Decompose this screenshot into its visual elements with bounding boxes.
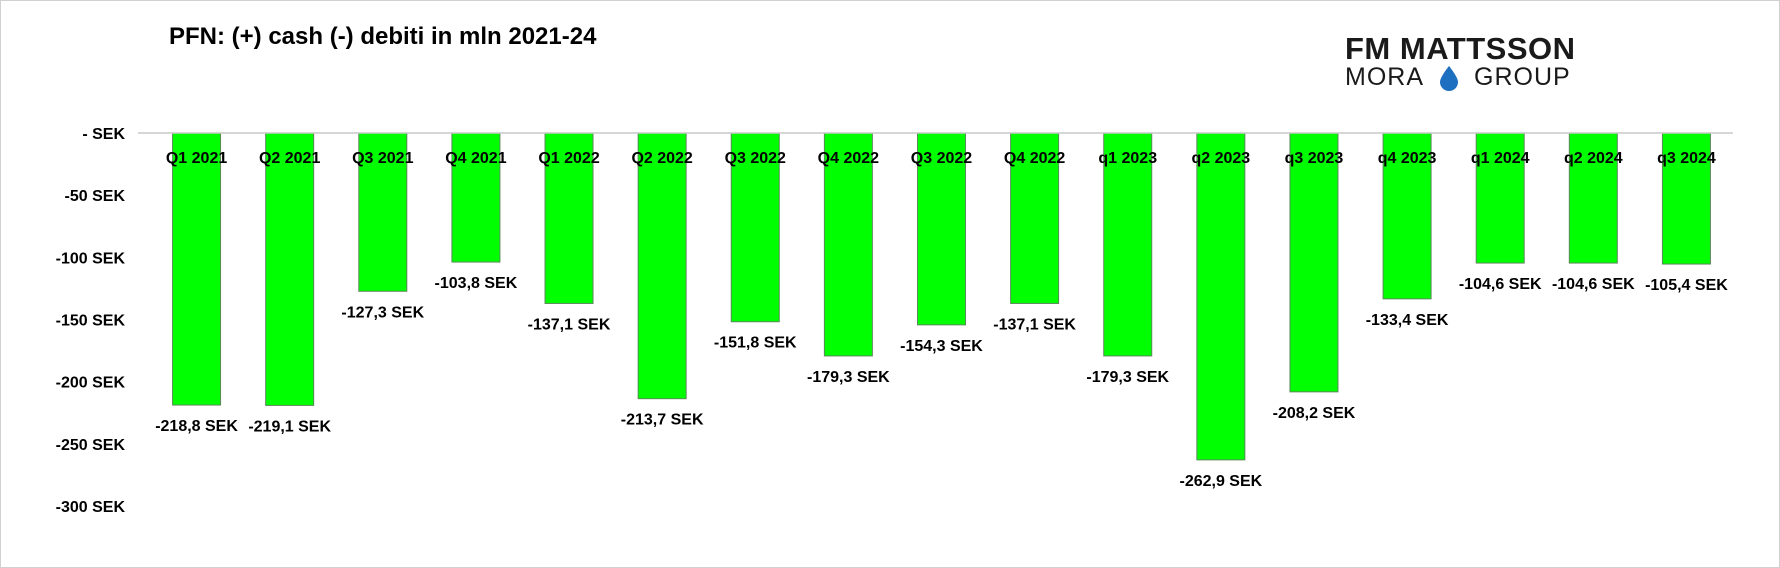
- category-label: q2 2023: [1191, 150, 1250, 167]
- category-label: q3 2024: [1657, 150, 1716, 167]
- value-labels: -218,8 SEK -219,1 SEK -127,3 SEK -103,8 SEK…: [155, 275, 1728, 490]
- category-label: Q1 2022: [538, 150, 599, 167]
- category-label: Q4 2022: [1004, 150, 1065, 167]
- data-label: -179,3 SEK: [807, 369, 890, 386]
- bar: [1475, 132, 1525, 264]
- category-label: q1 2023: [1098, 150, 1157, 167]
- bar: [1196, 132, 1246, 461]
- bar: [1382, 132, 1432, 300]
- y-tick-label: - SEK: [82, 126, 125, 143]
- y-tick-label: -250 SEK: [56, 437, 126, 454]
- logo-group-text: GROUP: [1474, 63, 1571, 91]
- y-tick-label: -100 SEK: [56, 250, 126, 267]
- category-label: Q2 2022: [631, 150, 692, 167]
- company-logo: FM MATTSSON MORA GROUP: [1341, 31, 1661, 91]
- bar: [1010, 132, 1060, 304]
- data-label: -137,1 SEK: [528, 316, 611, 333]
- category-label: Q3 2022: [725, 150, 786, 167]
- bars-group: [172, 132, 1711, 461]
- logo-subline: MORA GROUP: [1345, 63, 1571, 92]
- category-label: q4 2023: [1378, 150, 1437, 167]
- y-tick-label: -50 SEK: [65, 188, 126, 205]
- bar: [823, 132, 873, 357]
- bar: [1661, 132, 1711, 265]
- category-labels: Q1 2021 Q2 2021 Q3 2021 Q4 2021 Q1 2022 Q2 20…: [166, 150, 1716, 167]
- data-label: -103,8 SEK: [435, 275, 518, 292]
- data-label: -219,1 SEK: [248, 418, 331, 435]
- bar: [1289, 132, 1339, 393]
- y-axis: - SEK -50 SEK -100 SEK -150 SEK -200 SEK -250…: [56, 126, 126, 516]
- data-label: -127,3 SEK: [341, 304, 424, 321]
- bar: [917, 132, 966, 326]
- water-drop-icon: [1440, 65, 1458, 91]
- category-label: q2 2024: [1564, 150, 1623, 167]
- y-tick-label: -150 SEK: [56, 313, 126, 330]
- category-label: q1 2024: [1471, 150, 1530, 167]
- data-label: -213,7 SEK: [621, 412, 704, 429]
- data-label: -179,3 SEK: [1086, 369, 1169, 386]
- data-label: -262,9 SEK: [1179, 473, 1262, 490]
- bar: [265, 132, 315, 406]
- data-label: -151,8 SEK: [714, 335, 797, 352]
- category-label: Q4 2022: [818, 150, 879, 167]
- data-label: -105,4 SEK: [1645, 277, 1728, 294]
- category-label: Q3 2022: [911, 150, 972, 167]
- logo-wordmark: FM MATTSSON: [1345, 31, 1576, 66]
- data-label: -104,6 SEK: [1552, 276, 1635, 293]
- category-label: Q1 2021: [166, 150, 227, 167]
- category-label: Q2 2021: [259, 150, 320, 167]
- logo-mora-text: MORA: [1345, 63, 1424, 91]
- data-label: -137,1 SEK: [993, 316, 1076, 333]
- y-tick-label: -200 SEK: [56, 375, 126, 392]
- data-label: -154,3 SEK: [900, 338, 983, 355]
- category-label: Q4 2021: [445, 150, 506, 167]
- data-label: -218,8 SEK: [155, 418, 238, 435]
- data-label: -133,4 SEK: [1366, 312, 1449, 329]
- bar: [1103, 132, 1153, 357]
- bar: [637, 132, 687, 400]
- chart-title: PFN: (+) cash (-) debiti in mln 2021-24: [169, 23, 597, 50]
- y-tick-label: -300 SEK: [56, 499, 126, 516]
- data-label: -104,6 SEK: [1459, 276, 1542, 293]
- bar: [172, 132, 222, 406]
- category-label: Q3 2021: [352, 150, 413, 167]
- category-label: q3 2023: [1285, 150, 1344, 167]
- bar: [1568, 132, 1618, 264]
- data-label: -208,2 SEK: [1273, 405, 1356, 422]
- bar: [730, 132, 780, 323]
